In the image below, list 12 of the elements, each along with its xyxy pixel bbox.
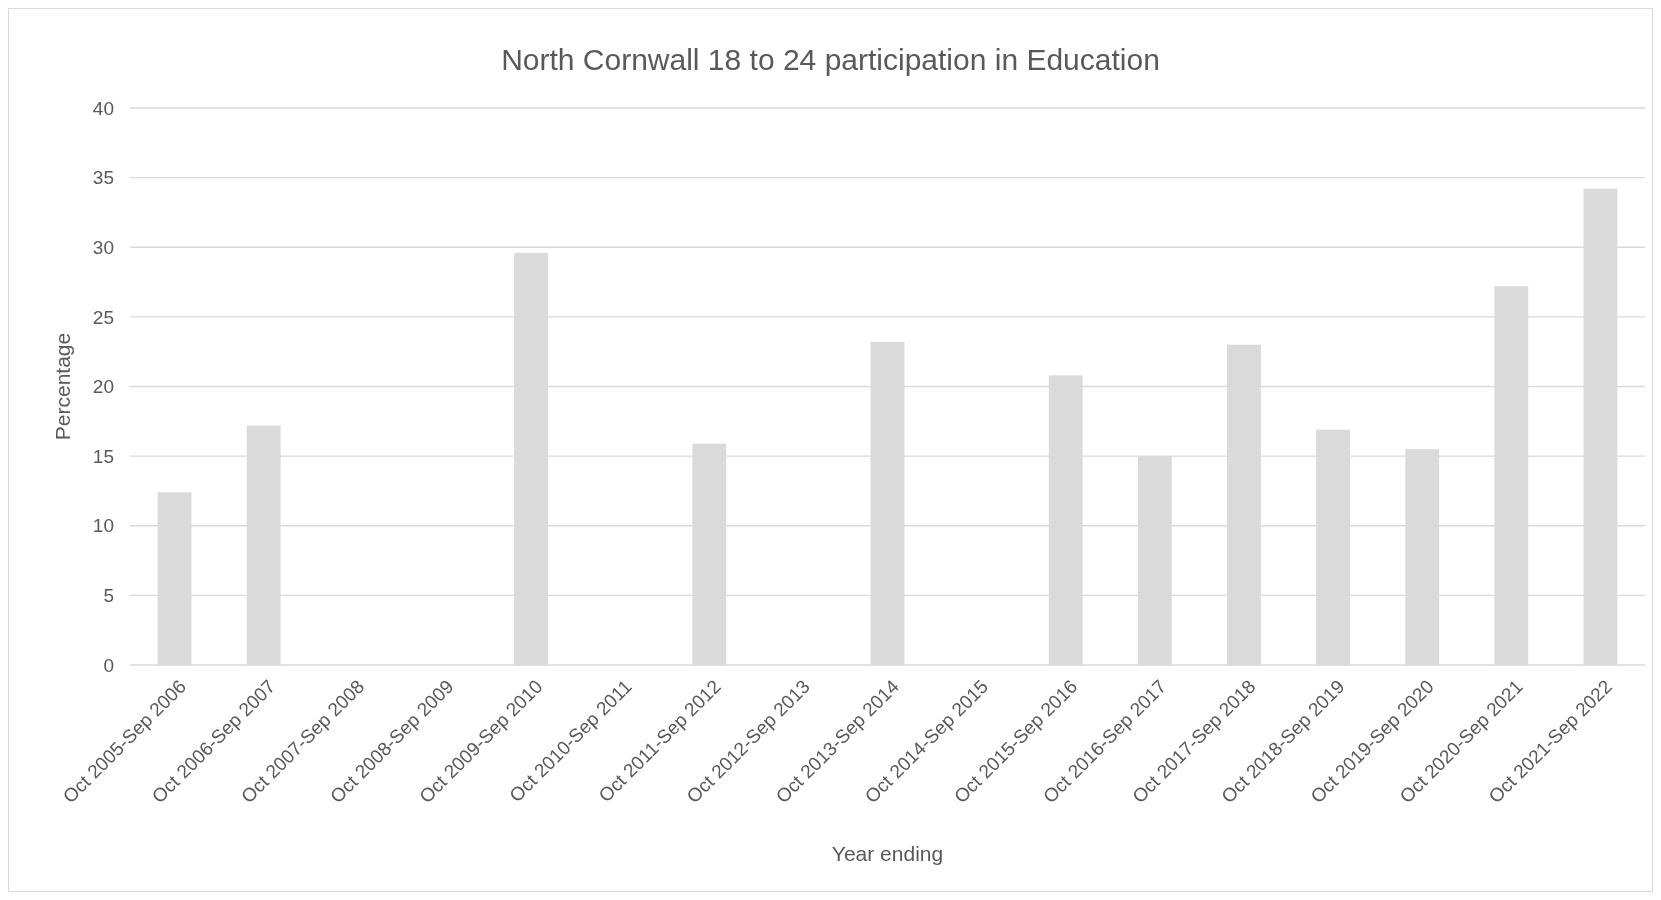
y-tick-label: 40 (92, 97, 114, 119)
y-tick-label: 15 (92, 445, 114, 467)
y-tick-label: 25 (92, 306, 114, 328)
y-axis-title: Percentage (51, 332, 74, 441)
y-tick-label: 20 (92, 376, 114, 398)
chart-title: North Cornwall 18 to 24 participation in Education (501, 43, 1160, 76)
y-tick-label: 30 (92, 236, 114, 258)
x-axis-title: Year ending (831, 842, 944, 865)
y-tick-label: 0 (103, 654, 114, 676)
y-tick-label: 10 (92, 515, 114, 537)
y-tick-label: 35 (92, 167, 114, 189)
y-tick-label: 5 (103, 585, 114, 607)
